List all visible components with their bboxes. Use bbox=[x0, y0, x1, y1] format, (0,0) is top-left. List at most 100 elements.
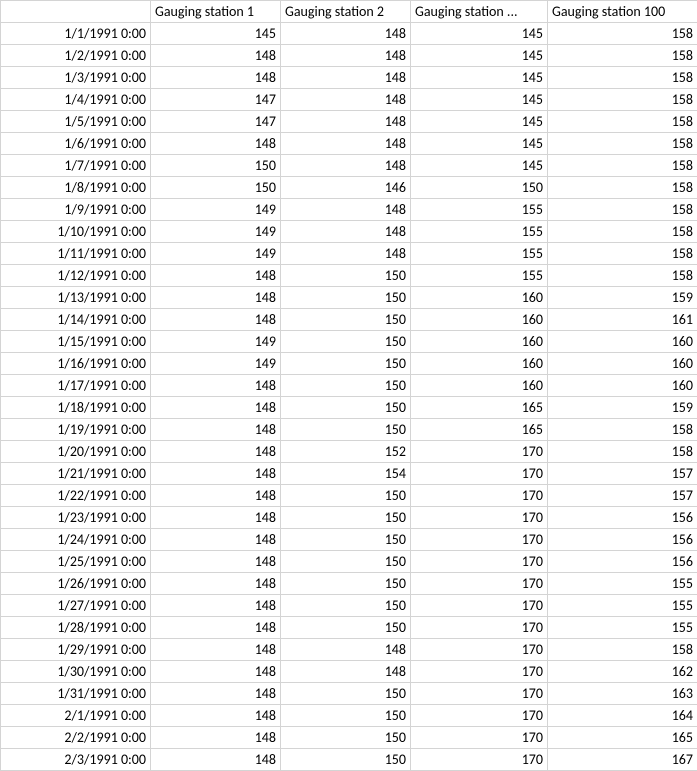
value-cell[interactable]: 155 bbox=[548, 573, 697, 595]
date-cell[interactable]: 1/29/1991 0:00 bbox=[1, 639, 151, 661]
value-cell[interactable]: 150 bbox=[411, 177, 548, 199]
value-cell[interactable]: 158 bbox=[548, 111, 697, 133]
date-cell[interactable]: 1/27/1991 0:00 bbox=[1, 595, 151, 617]
value-cell[interactable]: 158 bbox=[548, 23, 697, 45]
value-cell[interactable]: 150 bbox=[281, 683, 411, 705]
date-cell[interactable]: 1/3/1991 0:00 bbox=[1, 67, 151, 89]
value-cell[interactable]: 150 bbox=[281, 573, 411, 595]
value-cell[interactable]: 150 bbox=[281, 617, 411, 639]
spreadsheet-table[interactable]: Gauging station 1Gauging station 2Gaugin… bbox=[0, 0, 697, 771]
value-cell[interactable]: 165 bbox=[411, 419, 548, 441]
value-cell[interactable]: 145 bbox=[411, 67, 548, 89]
value-cell[interactable]: 158 bbox=[548, 133, 697, 155]
date-cell[interactable]: 2/3/1991 0:00 bbox=[1, 749, 151, 771]
value-cell[interactable]: 150 bbox=[151, 177, 281, 199]
value-cell[interactable]: 170 bbox=[411, 617, 548, 639]
value-cell[interactable]: 148 bbox=[281, 155, 411, 177]
value-cell[interactable]: 159 bbox=[548, 287, 697, 309]
value-cell[interactable]: 148 bbox=[281, 661, 411, 683]
value-cell[interactable]: 150 bbox=[281, 529, 411, 551]
value-cell[interactable]: 152 bbox=[281, 441, 411, 463]
date-cell[interactable]: 1/16/1991 0:00 bbox=[1, 353, 151, 375]
value-cell[interactable]: 165 bbox=[411, 397, 548, 419]
value-cell[interactable]: 150 bbox=[281, 331, 411, 353]
value-cell[interactable]: 148 bbox=[281, 111, 411, 133]
date-cell[interactable]: 1/23/1991 0:00 bbox=[1, 507, 151, 529]
value-cell[interactable]: 149 bbox=[151, 221, 281, 243]
date-cell[interactable]: 1/28/1991 0:00 bbox=[1, 617, 151, 639]
value-cell[interactable]: 149 bbox=[151, 331, 281, 353]
value-cell[interactable]: 148 bbox=[151, 287, 281, 309]
date-cell[interactable]: 1/18/1991 0:00 bbox=[1, 397, 151, 419]
value-cell[interactable]: 148 bbox=[281, 45, 411, 67]
value-cell[interactable]: 155 bbox=[411, 265, 548, 287]
header-empty[interactable] bbox=[1, 1, 151, 23]
value-cell[interactable]: 167 bbox=[548, 749, 697, 771]
value-cell[interactable]: 148 bbox=[151, 595, 281, 617]
value-cell[interactable]: 148 bbox=[151, 705, 281, 727]
value-cell[interactable]: 148 bbox=[151, 727, 281, 749]
value-cell[interactable]: 158 bbox=[548, 639, 697, 661]
value-cell[interactable]: 150 bbox=[281, 397, 411, 419]
value-cell[interactable]: 148 bbox=[281, 639, 411, 661]
column-header[interactable]: Gauging station 100 bbox=[548, 1, 697, 23]
date-cell[interactable]: 1/21/1991 0:00 bbox=[1, 463, 151, 485]
value-cell[interactable]: 160 bbox=[548, 331, 697, 353]
value-cell[interactable]: 148 bbox=[151, 67, 281, 89]
value-cell[interactable]: 148 bbox=[281, 199, 411, 221]
value-cell[interactable]: 149 bbox=[151, 199, 281, 221]
value-cell[interactable]: 158 bbox=[548, 199, 697, 221]
column-header[interactable]: Gauging station ... bbox=[411, 1, 548, 23]
value-cell[interactable]: 145 bbox=[411, 45, 548, 67]
date-cell[interactable]: 1/13/1991 0:00 bbox=[1, 287, 151, 309]
column-header[interactable]: Gauging station 1 bbox=[151, 1, 281, 23]
value-cell[interactable]: 170 bbox=[411, 463, 548, 485]
value-cell[interactable]: 155 bbox=[411, 199, 548, 221]
value-cell[interactable]: 156 bbox=[548, 507, 697, 529]
value-cell[interactable]: 148 bbox=[151, 463, 281, 485]
value-cell[interactable]: 148 bbox=[151, 529, 281, 551]
date-cell[interactable]: 1/30/1991 0:00 bbox=[1, 661, 151, 683]
date-cell[interactable]: 1/4/1991 0:00 bbox=[1, 89, 151, 111]
value-cell[interactable]: 150 bbox=[281, 595, 411, 617]
value-cell[interactable]: 160 bbox=[548, 353, 697, 375]
value-cell[interactable]: 158 bbox=[548, 155, 697, 177]
value-cell[interactable]: 164 bbox=[548, 705, 697, 727]
value-cell[interactable]: 148 bbox=[151, 45, 281, 67]
value-cell[interactable]: 145 bbox=[411, 155, 548, 177]
value-cell[interactable]: 158 bbox=[548, 89, 697, 111]
value-cell[interactable]: 158 bbox=[548, 221, 697, 243]
value-cell[interactable]: 170 bbox=[411, 573, 548, 595]
date-cell[interactable]: 1/24/1991 0:00 bbox=[1, 529, 151, 551]
value-cell[interactable]: 170 bbox=[411, 727, 548, 749]
value-cell[interactable]: 148 bbox=[151, 551, 281, 573]
value-cell[interactable]: 148 bbox=[151, 639, 281, 661]
value-cell[interactable]: 149 bbox=[151, 353, 281, 375]
value-cell[interactable]: 150 bbox=[281, 485, 411, 507]
value-cell[interactable]: 148 bbox=[151, 485, 281, 507]
value-cell[interactable]: 158 bbox=[548, 265, 697, 287]
value-cell[interactable]: 156 bbox=[548, 529, 697, 551]
date-cell[interactable]: 1/12/1991 0:00 bbox=[1, 265, 151, 287]
value-cell[interactable]: 150 bbox=[281, 419, 411, 441]
value-cell[interactable]: 159 bbox=[548, 397, 697, 419]
value-cell[interactable]: 149 bbox=[151, 243, 281, 265]
value-cell[interactable]: 170 bbox=[411, 551, 548, 573]
date-cell[interactable]: 1/9/1991 0:00 bbox=[1, 199, 151, 221]
value-cell[interactable]: 150 bbox=[281, 353, 411, 375]
value-cell[interactable]: 170 bbox=[411, 529, 548, 551]
value-cell[interactable]: 170 bbox=[411, 595, 548, 617]
value-cell[interactable]: 155 bbox=[411, 243, 548, 265]
date-cell[interactable]: 1/19/1991 0:00 bbox=[1, 419, 151, 441]
value-cell[interactable]: 170 bbox=[411, 639, 548, 661]
value-cell[interactable]: 148 bbox=[281, 221, 411, 243]
value-cell[interactable]: 148 bbox=[151, 441, 281, 463]
value-cell[interactable]: 154 bbox=[281, 463, 411, 485]
value-cell[interactable]: 148 bbox=[281, 67, 411, 89]
value-cell[interactable]: 150 bbox=[281, 727, 411, 749]
date-cell[interactable]: 1/1/1991 0:00 bbox=[1, 23, 151, 45]
date-cell[interactable]: 1/7/1991 0:00 bbox=[1, 155, 151, 177]
value-cell[interactable]: 150 bbox=[281, 749, 411, 771]
value-cell[interactable]: 160 bbox=[411, 331, 548, 353]
value-cell[interactable]: 148 bbox=[151, 309, 281, 331]
